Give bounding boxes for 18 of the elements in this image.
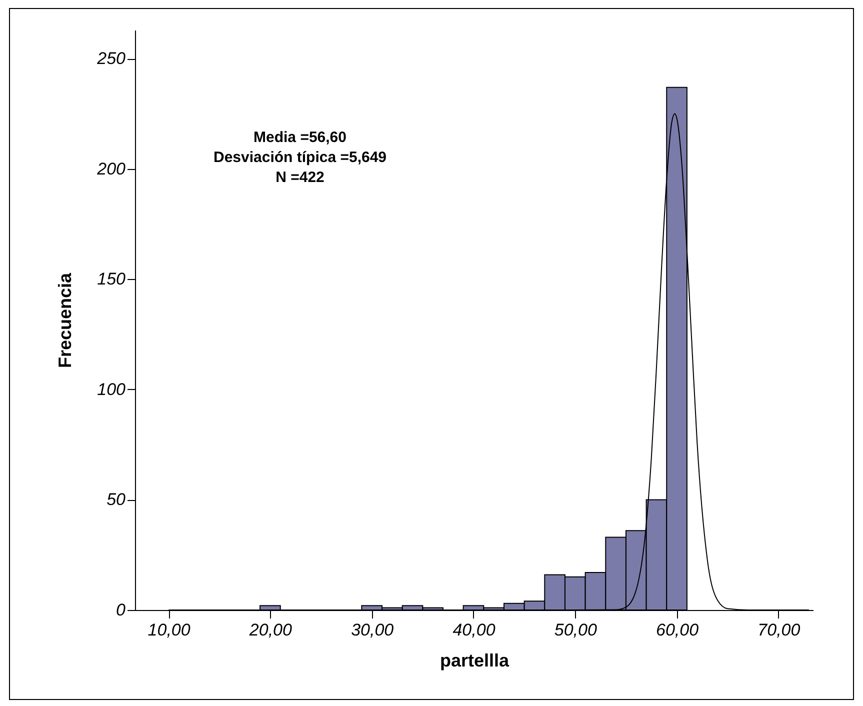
x-tick-label: 10,00	[148, 620, 191, 640]
x-tick-label: 60,00	[656, 620, 700, 640]
y-tick-label: 50	[106, 490, 126, 510]
x-tick-label: 70,00	[758, 620, 801, 640]
y-tick-label: 200	[96, 159, 126, 178]
annotation: Desviación típica =5,649	[213, 149, 387, 166]
x-tick-label: 30,00	[351, 620, 394, 640]
y-tick-label: 0	[116, 600, 126, 620]
x-tick-label: 40,00	[452, 620, 496, 640]
y-tick-label: 150	[97, 270, 126, 289]
y-tick-label: 250	[96, 49, 126, 68]
x-tick-label: 20,00	[248, 620, 293, 640]
y-tick-label: 100	[97, 380, 126, 399]
annotation: N =422	[276, 169, 324, 186]
x-axis-title: partellla	[440, 650, 510, 670]
y-axis-title: Frecuencia	[55, 272, 76, 368]
annotation: Media =56,60	[254, 129, 346, 146]
x-tick-label: 50,00	[554, 620, 598, 640]
